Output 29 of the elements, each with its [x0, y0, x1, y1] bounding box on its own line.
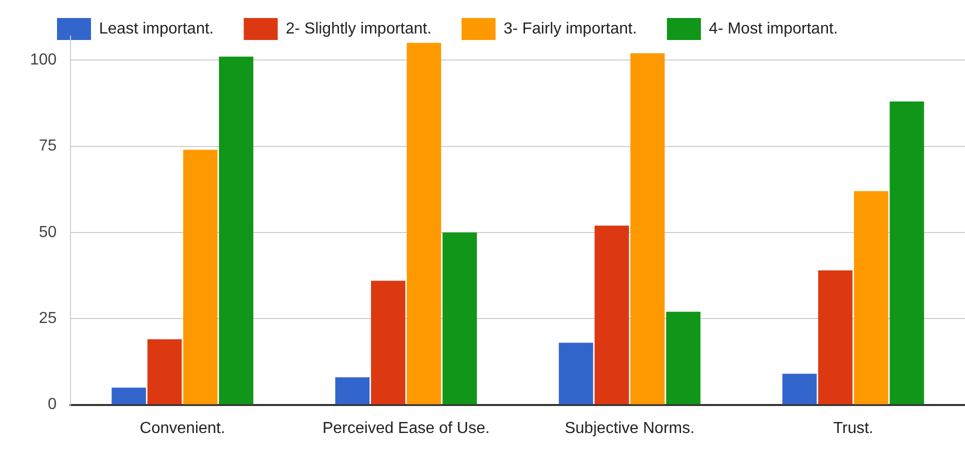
bar	[558, 342, 594, 404]
legend-label: 4- Most important.	[708, 20, 838, 38]
legend-label: Least important.	[99, 20, 214, 38]
bar	[890, 101, 924, 404]
x-tick-label: Perceived Ease of Use.	[322, 420, 490, 437]
bar	[442, 232, 477, 404]
bar	[854, 191, 888, 404]
bar	[183, 150, 218, 404]
bar	[782, 374, 817, 404]
x-tick-label: Convenient.	[140, 420, 226, 437]
legend-label: 3- Fairly important.	[504, 20, 637, 38]
bar	[147, 339, 182, 404]
y-tick-label: 25	[38, 310, 57, 328]
bar	[112, 388, 146, 404]
y-tick-label: 50	[38, 224, 57, 241]
bar	[218, 56, 254, 404]
y-tick-label: 0	[48, 396, 57, 414]
bar	[630, 53, 665, 404]
bar	[666, 312, 700, 404]
x-tick-label: Subjective Norms.	[564, 420, 695, 437]
bar	[594, 226, 629, 404]
y-tick-label: 75	[38, 138, 57, 155]
y-tick-label: 100	[30, 52, 57, 69]
bar	[371, 280, 406, 404]
x-tick-label: Trust.	[833, 420, 874, 437]
bar	[335, 377, 370, 404]
bar	[406, 42, 442, 404]
legend-label: 2- Slightly important.	[286, 20, 432, 38]
bar	[818, 270, 852, 404]
